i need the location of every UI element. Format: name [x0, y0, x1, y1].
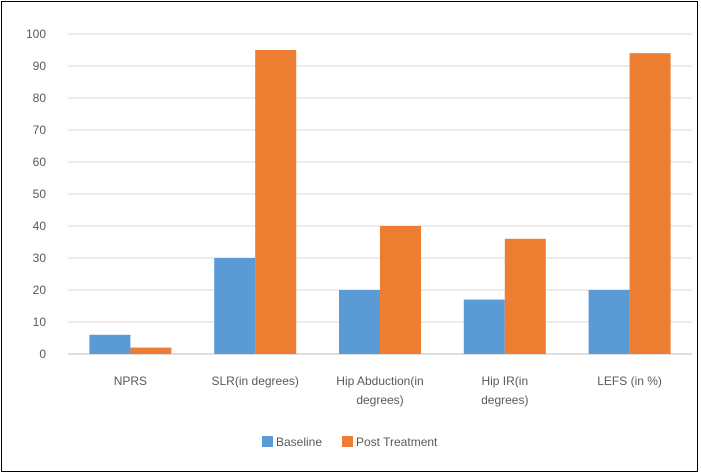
legend: Baseline Post Treatment: [262, 435, 438, 449]
legend-swatch: [262, 436, 273, 447]
x-category-label: Hip Abduction(in degrees): [336, 374, 423, 407]
y-tick-label: 60: [33, 155, 47, 169]
y-tick-label: 100: [26, 27, 46, 41]
x-category-label: Hip IR(in degrees): [481, 374, 528, 407]
y-tick-label: 40: [33, 219, 47, 233]
y-tick-label: 30: [33, 251, 47, 265]
y-tick-label: 90: [33, 59, 47, 73]
y-axis: 0 10 20 30 40 50 60 70 80 90 100: [26, 27, 692, 361]
x-axis: NPRS SLR(in degrees) Hip Abduction(in degre…: [114, 374, 662, 407]
y-tick-label: 0: [39, 347, 46, 361]
bar-post-treatment: [380, 226, 421, 354]
x-category-label: NPRS: [114, 374, 147, 388]
bar-baseline: [214, 258, 256, 354]
y-tick-label: 10: [33, 315, 47, 329]
x-category-label: SLR(in degrees): [212, 374, 299, 388]
bar-post-treatment: [130, 347, 172, 354]
bar-baseline: [588, 290, 630, 354]
y-tick-label: 80: [33, 91, 47, 105]
legend-label: Post Treatment: [356, 435, 438, 449]
bar-baseline: [339, 290, 380, 354]
bar-post-treatment: [629, 53, 671, 354]
bar-post-treatment: [504, 238, 546, 354]
bar-baseline: [463, 299, 505, 354]
y-tick-label: 50: [33, 187, 47, 201]
x-category-label: LEFS (in %): [597, 374, 662, 388]
y-tick-label: 70: [33, 123, 47, 137]
bar-post-treatment: [255, 50, 297, 354]
gridlines: [68, 33, 692, 323]
legend-label: Baseline: [276, 435, 322, 449]
y-tick-label: 20: [33, 283, 47, 297]
bars: [89, 50, 671, 354]
legend-swatch: [342, 436, 353, 447]
bar-baseline: [89, 334, 131, 354]
